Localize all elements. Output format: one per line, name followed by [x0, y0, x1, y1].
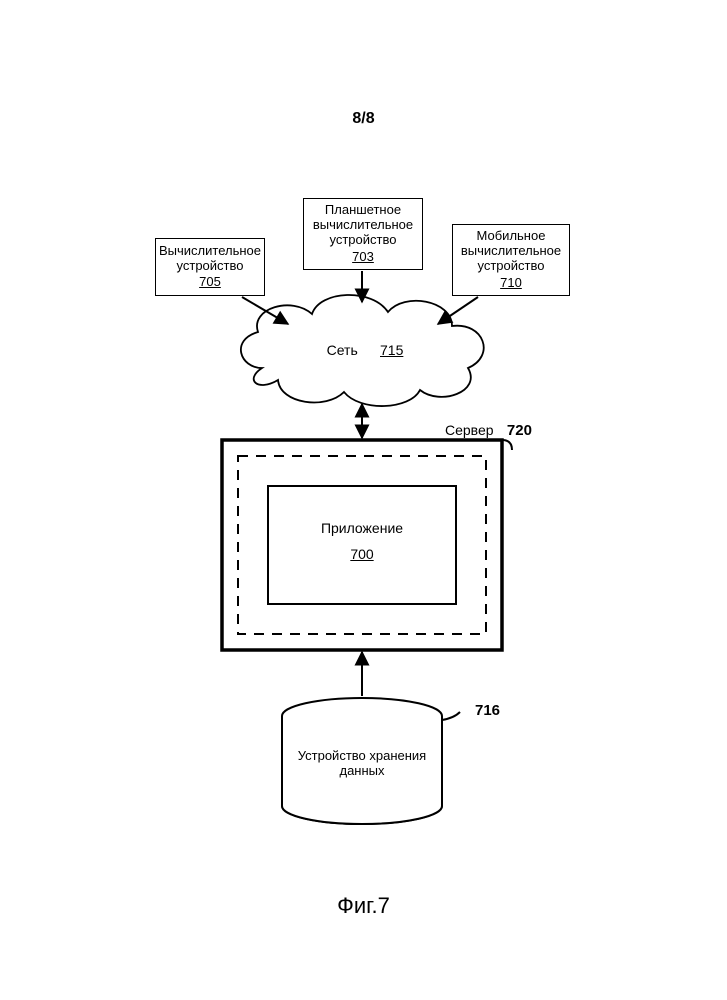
diagram-svg-overlay — [0, 0, 727, 1000]
edge-mobile-network — [438, 297, 478, 324]
edge-compute-network — [242, 297, 288, 324]
diagram-stage: 8/8 — [0, 0, 727, 1000]
